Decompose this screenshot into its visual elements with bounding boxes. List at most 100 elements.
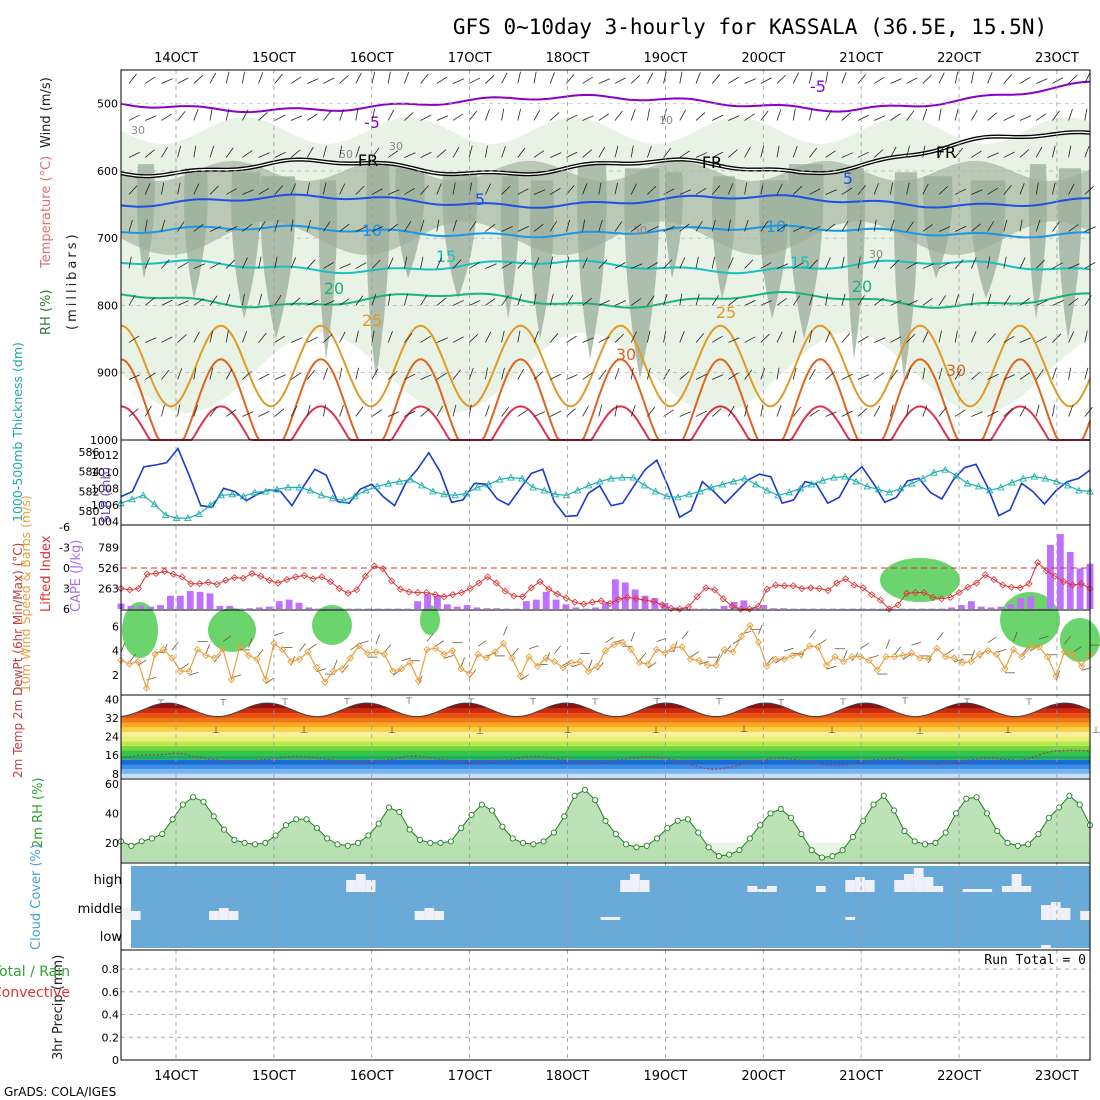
rh-point [839,847,846,854]
slp-tick: 1006 [91,499,119,512]
li-point [833,579,841,587]
wind-barb [355,367,360,380]
wind-barb [630,224,642,232]
wind-barb [873,372,885,380]
wind-barb [323,404,326,417]
wind-barb [971,150,982,158]
wind-barb [242,71,245,84]
rh-point [550,829,558,836]
wind-barb [404,332,413,343]
cape-bar [621,582,629,609]
wind-barb [387,293,391,306]
thickness-point [384,479,393,487]
upper-rh-label: RH (%) [39,290,54,335]
li-point [484,573,492,581]
wind-barb [161,146,168,158]
wind10-barb [477,640,487,647]
wind-barb [679,71,683,84]
wind-barb [290,115,303,121]
wind-barb [1019,297,1030,306]
wind-barb [161,259,170,269]
wind10-barb [970,650,975,660]
li-point [239,574,247,582]
wind-barb [971,223,981,232]
wind-barb [1003,219,1008,232]
thickness-point [863,482,871,490]
li-point [274,579,282,587]
wind-barb [987,373,999,380]
wind-barb [582,149,592,158]
wind-barb [711,335,723,343]
wind-barb [323,221,331,232]
wind10-point [1060,648,1069,656]
x-tick-top: 22OCT [937,51,981,66]
li-point [789,582,797,590]
cape-bar [493,608,501,609]
wind-barb [1068,263,1080,269]
wind10-point [185,667,193,675]
wind-barb [792,367,797,380]
rh-point [922,841,929,848]
wind-barb [452,219,457,232]
temp-tick: 24 [105,731,119,744]
wind-barb [809,293,814,306]
cape-label: CAPE (J/kg) [69,540,84,612]
wind-barb [711,219,716,232]
rh-point [726,851,733,858]
wind-barb [193,298,204,306]
wind-barb [420,219,425,232]
wind-barb [679,189,691,195]
temp-band [121,745,1090,751]
wind-barb [711,185,721,195]
wind-barb [225,368,233,380]
rh-point [829,853,836,860]
wind10-barb [843,650,848,660]
wind-barb [517,293,522,306]
wind-barb [323,300,335,306]
wind-barb [1019,337,1032,343]
wind10-barb [1030,645,1039,652]
wind-barb [404,152,416,158]
rh-point [695,829,702,836]
contour-label: 30 [389,140,403,153]
wind-barb [695,221,703,232]
wind-barb [209,262,221,269]
rh-point [788,814,795,821]
cape-bar [552,599,560,609]
rh-point [592,797,599,804]
wind-barb [760,110,769,121]
cloud-bar-high [972,889,983,892]
wind-barb [987,112,997,121]
wind10-barb [945,648,954,656]
wind-barb [161,369,170,380]
cloud-bar-middle [1060,908,1071,920]
li-point [885,605,893,613]
mb-tick: 600 [97,165,118,178]
wind10-point [253,655,261,663]
wind-barb [387,150,399,158]
wind-barb [128,408,139,417]
thickness-point [908,479,916,487]
wind10-point [924,655,933,663]
wind-barb [161,404,165,417]
wind-barb [193,223,204,232]
rh-point [849,833,856,841]
li-point [850,581,858,589]
wind10-point [363,649,372,657]
wind10-point [601,647,610,655]
cloud-bar-high [913,868,924,892]
wind-barb [890,369,898,380]
li-point [326,578,335,586]
wind10-point [1077,662,1086,671]
x-tick-top: 17OCT [448,51,492,66]
wind10-point [1001,665,1009,673]
wind-barb [501,72,508,84]
wind-barb [582,219,586,232]
li-tick: 3 [63,583,70,596]
wind10-label: 10m Wind Speed & Barbs (m/s) [18,495,33,692]
wind-barb [517,259,527,269]
cape-bar [226,605,234,609]
thickness-point [451,491,459,499]
wind-barb [760,221,769,232]
wind-barb [614,404,618,417]
